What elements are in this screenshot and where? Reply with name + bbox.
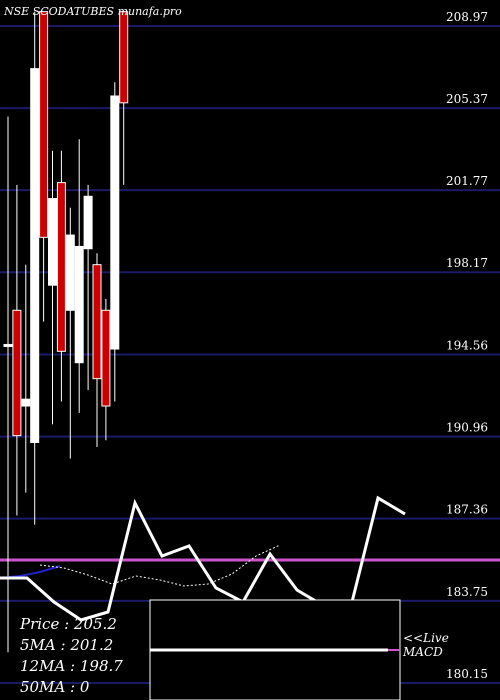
dotted-indicator-line [39, 544, 281, 587]
legend-12ma: 12MA : 198.7 [20, 657, 123, 675]
candle-body-red [56, 182, 66, 352]
legend: Price : 205.2 5MA : 201.2 12MA : 198.7 5… [19, 615, 123, 696]
candle-body-red [12, 309, 22, 437]
price-tick-label: 201.77 [446, 174, 488, 188]
price-tick-label: 187.36 [446, 503, 488, 517]
legend-50ma: 50MA : 0 [20, 678, 90, 696]
macd-panel [149, 599, 401, 700]
macd-label: MACD [402, 645, 443, 659]
live-label: <<Live [403, 631, 449, 645]
candle-body-white [3, 343, 13, 347]
price-tick-label: 205.37 [446, 92, 488, 106]
candle-body-white [21, 398, 31, 407]
candle-body-white [83, 195, 93, 250]
price-tick-label: 180.15 [446, 667, 488, 681]
candlestick-series [3, 11, 129, 653]
candle-body-white [30, 68, 40, 443]
candle-body-white [48, 198, 57, 286]
price-tick-label: 183.75 [446, 585, 488, 599]
chart-title: NSE SCODATUBES munafa.pro [3, 5, 182, 18]
candle-body-red [101, 309, 111, 407]
price-tick-label: 194.56 [446, 339, 488, 353]
candle-body-white [65, 234, 75, 311]
price-tick-label: 208.97 [446, 10, 488, 24]
candle-body-red [39, 11, 49, 238]
price-tick-label: 198.17 [446, 256, 488, 270]
candle-body-red [119, 11, 129, 104]
legend-5ma: 5MA : 201.2 [20, 636, 113, 654]
candle-body-white [110, 95, 120, 350]
legend-price: Price : 205.2 [19, 615, 117, 633]
price-axis: 208.97 205.37 201.77 198.17 194.56 190.96 187.… [446, 10, 488, 681]
price-tick-label: 190.96 [446, 421, 488, 435]
candle-body-red [92, 264, 102, 380]
candle-body-white [74, 245, 84, 364]
